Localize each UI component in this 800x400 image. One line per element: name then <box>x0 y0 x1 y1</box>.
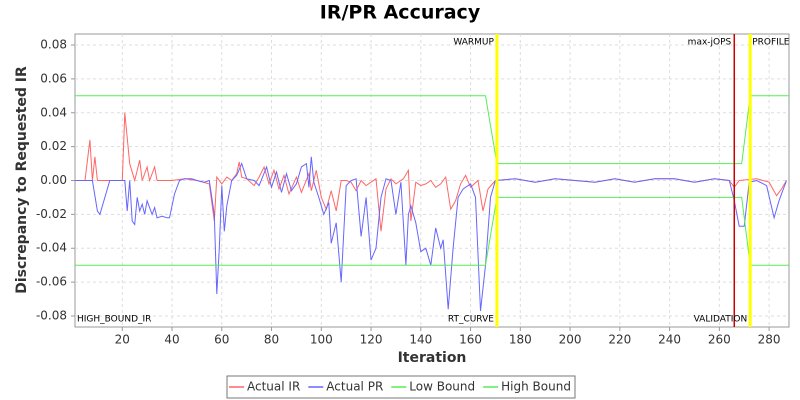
y-tick-label: 0.08 <box>40 38 67 52</box>
x-tick-label: 160 <box>459 333 482 347</box>
x-tick-label: 240 <box>658 333 681 347</box>
y-tick-label: -0.04 <box>36 241 67 255</box>
x-tick-label: 260 <box>708 333 731 347</box>
series-line <box>75 95 789 165</box>
legend-label: Actual IR <box>247 380 300 394</box>
x-tick-label: 220 <box>608 333 631 347</box>
legend-label: Low Bound <box>409 380 475 394</box>
y-tick-label: 0.00 <box>40 173 67 187</box>
y-tick-label: -0.02 <box>36 207 67 221</box>
x-tick-label: 140 <box>409 333 432 347</box>
y-tick-label: 0.04 <box>40 105 67 119</box>
x-tick-label: 180 <box>509 333 532 347</box>
x-tick-label: 40 <box>164 333 179 347</box>
annotation: WARMUP <box>453 38 494 48</box>
x-tick-label: 120 <box>360 333 383 347</box>
annotation: max-jOPS <box>688 38 732 48</box>
chart-title: IR/PR Accuracy <box>320 2 481 24</box>
x-tick-label: 280 <box>758 333 781 347</box>
x-tick-label: 80 <box>264 333 279 347</box>
y-tick-label: -0.06 <box>36 275 67 289</box>
annotation: PROFILE <box>752 38 790 48</box>
x-axis-label: Iteration <box>398 350 467 366</box>
y-tick-label: -0.08 <box>36 308 67 322</box>
x-tick-label: 200 <box>559 333 582 347</box>
x-tick-label: 60 <box>214 333 229 347</box>
series-line <box>75 156 787 311</box>
annotation: HIGH_BOUND_IR <box>77 315 151 325</box>
y-tick-label: 0.06 <box>40 71 67 85</box>
y-tick-label: 0.02 <box>40 139 67 153</box>
annotation: VALIDATION <box>694 315 748 325</box>
x-tick-label: 100 <box>310 333 333 347</box>
legend-label: High Bound <box>501 380 571 394</box>
x-tick-label: 20 <box>115 333 130 347</box>
annotation: RT_CURVE <box>448 315 494 325</box>
legend-label: Actual PR <box>326 380 383 394</box>
series-line <box>75 196 789 266</box>
y-axis-label: Discrepancy to Requested IR <box>14 66 30 294</box>
